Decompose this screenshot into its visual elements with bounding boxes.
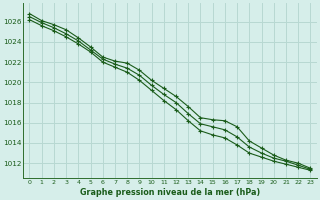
X-axis label: Graphe pression niveau de la mer (hPa): Graphe pression niveau de la mer (hPa): [80, 188, 260, 197]
